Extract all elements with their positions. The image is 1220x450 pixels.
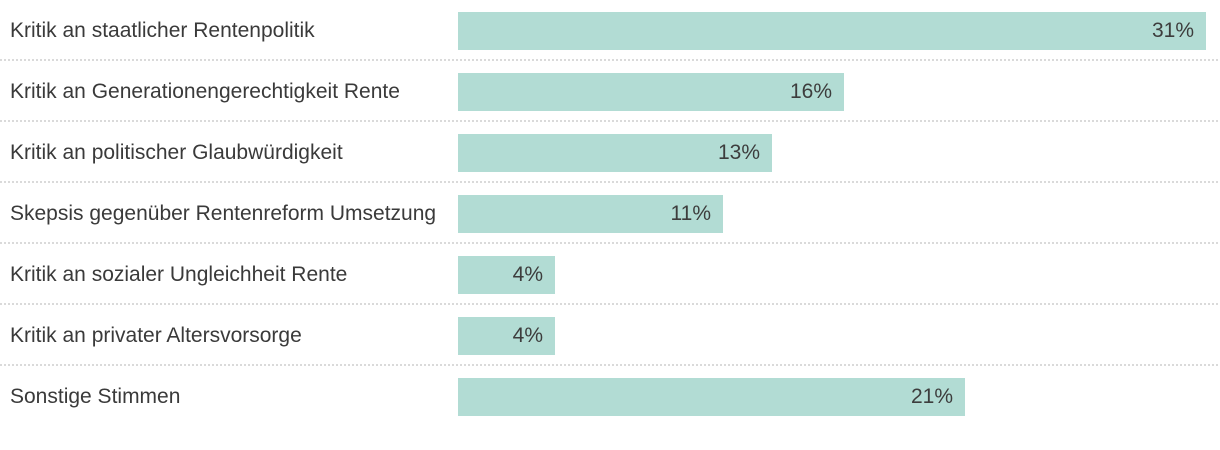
bar: 31% xyxy=(458,11,1206,50)
bar-area: 4% xyxy=(458,244,1220,305)
bar-value-label: 31% xyxy=(1151,18,1194,42)
bar-area: 16% xyxy=(458,61,1220,122)
chart-row: Kritik an politischer Glaubwürdigkeit 13% xyxy=(0,122,1220,183)
category-label: Kritik an politischer Glaubwürdigkeit xyxy=(10,140,343,164)
category-label: Skepsis gegenüber Rentenreform Umsetzung xyxy=(10,201,437,225)
chart-row: Skepsis gegenüber Rentenreform Umsetzung… xyxy=(0,183,1220,244)
bar-area: 11% xyxy=(458,183,1220,244)
bar-area: 4% xyxy=(458,305,1220,366)
bar-value-label: 16% xyxy=(789,79,832,103)
category-label: Kritik an privater Altersvorsorge xyxy=(10,323,302,347)
bar: 11% xyxy=(458,194,723,233)
chart-row: Kritik an Generationengerechtigkeit Rent… xyxy=(0,61,1220,122)
bar-value-label: 21% xyxy=(910,384,953,408)
bar-value-label: 4% xyxy=(512,323,543,347)
bar: 4% xyxy=(458,255,555,294)
chart-row: Kritik an staatlicher Rentenpolitik 31% xyxy=(0,0,1220,61)
category-label: Kritik an sozialer Ungleichheit Rente xyxy=(10,262,348,286)
bar-value-label: 11% xyxy=(670,201,711,225)
bar: 13% xyxy=(458,133,772,172)
chart-row: Kritik an privater Altersvorsorge 4% xyxy=(0,305,1220,366)
chart-row: Sonstige Stimmen 21% xyxy=(0,366,1220,427)
category-label: Sonstige Stimmen xyxy=(10,384,181,408)
bar-area: 31% xyxy=(458,0,1220,61)
bar-value-label: 4% xyxy=(512,262,543,286)
bar: 21% xyxy=(458,377,965,416)
bar: 4% xyxy=(458,316,555,355)
bar-area: 21% xyxy=(458,366,1220,427)
bar: 16% xyxy=(458,72,844,111)
bar-area: 13% xyxy=(458,122,1220,183)
category-label: Kritik an staatlicher Rentenpolitik xyxy=(10,18,315,42)
bar-value-label: 13% xyxy=(717,140,760,164)
category-label: Kritik an Generationengerechtigkeit Rent… xyxy=(10,79,400,103)
chart-row: Kritik an sozialer Ungleichheit Rente 4% xyxy=(0,244,1220,305)
